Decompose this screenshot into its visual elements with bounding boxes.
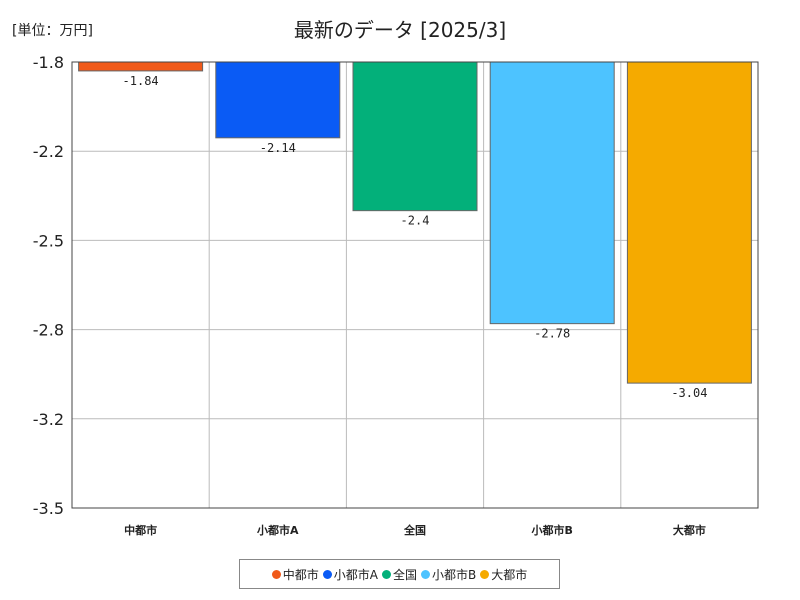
labels: -1.8 -2.2 -2.5 -2.8 -3.2 -3.5 -1.84 中都市 -2.14 小都市… (33, 53, 708, 537)
legend-label: 全国 (392, 567, 417, 582)
legend-item: 中都市 (271, 566, 319, 583)
y-tick-label: -1.8 (33, 53, 64, 72)
bars (78, 61, 752, 384)
legend: 中都市 小都市A 全国 小都市B 大都市 (239, 559, 560, 589)
y-tick-label: -2.2 (33, 142, 64, 161)
legend-label: 大都市 (491, 567, 528, 582)
legend-marker-icon (271, 569, 281, 579)
plot-area-frame (71, 61, 759, 509)
data-label: -2.78 (534, 327, 570, 341)
legend-item: 全国 (381, 566, 417, 583)
y-tick-label: -3.2 (33, 410, 64, 429)
bar (78, 61, 204, 72)
x-tick-label: 小都市B (531, 523, 573, 537)
x-tick-label: 中都市 (124, 523, 157, 537)
x-tick-label: 大都市 (673, 523, 706, 537)
legend-marker-icon (381, 569, 391, 579)
data-label: -3.04 (671, 386, 707, 400)
y-tick-label: -3.5 (33, 499, 64, 518)
unit-label: [単位：万円] (12, 23, 93, 39)
legend-item: 小都市B (421, 566, 476, 583)
bar (489, 61, 615, 325)
x-tick-label: 全国 (403, 523, 426, 537)
legend-label: 小都市A (333, 567, 378, 582)
legend-marker-icon (421, 569, 430, 579)
legend-label: 小都市B (432, 567, 477, 582)
y-tick-label: -2.8 (33, 321, 64, 340)
legend-marker-icon (322, 569, 332, 579)
legend-marker-icon (480, 569, 490, 579)
data-label: -2.14 (260, 141, 296, 155)
data-label: -1.84 (123, 74, 159, 88)
x-tick-label: 小都市A (256, 523, 299, 537)
bar (626, 61, 752, 384)
bar (215, 61, 341, 139)
bar (352, 61, 478, 212)
chart-title: 最新のデータ [2025/3] (293, 18, 507, 42)
legend-label: 中都市 (282, 567, 319, 582)
legend-item: 大都市 (480, 566, 527, 583)
legend-item: 小都市A (322, 566, 378, 583)
y-tick-label: -2.5 (33, 231, 64, 250)
data-label: -2.4 (401, 214, 430, 228)
